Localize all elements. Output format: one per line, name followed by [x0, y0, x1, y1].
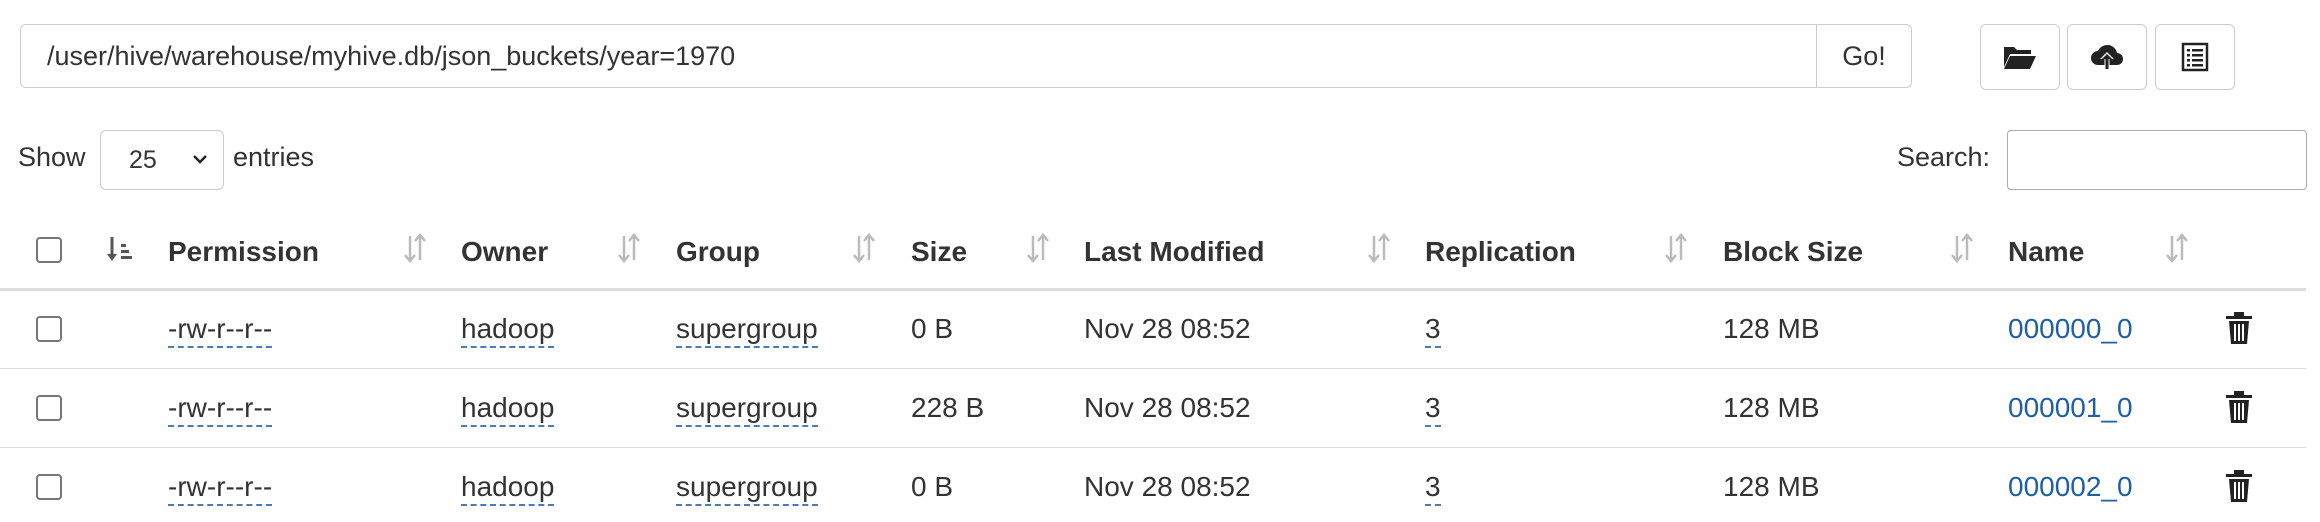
column-header-block-size[interactable]: Block Size: [1723, 236, 1863, 268]
entries-per-page-select[interactable]: 25: [100, 130, 224, 190]
header-divider: [0, 288, 2306, 291]
size-value: 228 B: [911, 392, 984, 424]
cut-paste-button[interactable]: [2155, 24, 2235, 90]
group-value[interactable]: supergroup: [676, 313, 818, 348]
last-modified-value: Nov 28 08:52: [1084, 313, 1251, 345]
trash-icon[interactable]: [2224, 469, 2254, 503]
size-value: 0 B: [911, 471, 953, 503]
block-size-value: 128 MB: [1723, 471, 1820, 503]
file-name-link[interactable]: 000001_0: [2008, 392, 2133, 424]
sort-both-icon[interactable]: [1366, 232, 1392, 264]
sort-both-icon[interactable]: [402, 232, 428, 264]
replication-value[interactable]: 3: [1425, 471, 1441, 506]
block-size-value: 128 MB: [1723, 392, 1820, 424]
sort-both-icon[interactable]: [2164, 232, 2190, 264]
owner-value[interactable]: hadoop: [461, 313, 554, 348]
block-size-value: 128 MB: [1723, 313, 1820, 345]
list-alt-icon: [2176, 38, 2214, 76]
owner-value[interactable]: hadoop: [461, 392, 554, 427]
group-value[interactable]: supergroup: [676, 392, 818, 427]
upload-button[interactable]: [2067, 24, 2147, 90]
column-header-replication[interactable]: Replication: [1425, 236, 1576, 268]
file-name-link[interactable]: 000000_0: [2008, 313, 2133, 345]
row-checkbox[interactable]: [36, 316, 62, 342]
column-header-group[interactable]: Group: [676, 236, 760, 268]
column-header-size[interactable]: Size: [911, 236, 967, 268]
row-checkbox[interactable]: [36, 395, 62, 421]
last-modified-value: Nov 28 08:52: [1084, 471, 1251, 503]
cloud-upload-icon: [2088, 38, 2126, 76]
create-directory-button[interactable]: [1980, 24, 2060, 90]
column-header-owner[interactable]: Owner: [461, 236, 548, 268]
sort-both-icon[interactable]: [851, 232, 877, 264]
go-button[interactable]: Go!: [1817, 25, 1911, 87]
sort-both-icon[interactable]: [1025, 232, 1051, 264]
permission-value[interactable]: -rw-r--r--: [168, 471, 272, 506]
row-divider: [0, 447, 2306, 448]
select-all-checkbox[interactable]: [36, 237, 62, 263]
show-label: Show: [18, 142, 86, 173]
directory-path-input[interactable]: [21, 25, 1817, 87]
sort-both-icon[interactable]: [1949, 232, 1975, 264]
owner-value[interactable]: hadoop: [461, 471, 554, 506]
folder-open-icon: [2001, 38, 2039, 76]
file-name-link[interactable]: 000002_0: [2008, 471, 2133, 503]
row-divider: [0, 368, 2306, 369]
permission-value[interactable]: -rw-r--r--: [168, 392, 272, 427]
search-label: Search:: [1897, 142, 1990, 173]
row-checkbox[interactable]: [36, 474, 62, 500]
chevron-down-icon: [191, 150, 209, 168]
entries-label: entries: [233, 142, 314, 173]
trash-icon[interactable]: [2224, 311, 2254, 345]
column-header-last-modified[interactable]: Last Modified: [1084, 236, 1264, 268]
replication-value[interactable]: 3: [1425, 313, 1441, 348]
sort-amount-icon[interactable]: [106, 234, 136, 266]
replication-value[interactable]: 3: [1425, 392, 1441, 427]
group-value[interactable]: supergroup: [676, 471, 818, 506]
sort-both-icon[interactable]: [616, 232, 642, 264]
entries-per-page-value: 25: [129, 146, 157, 175]
path-bar: Go!: [20, 24, 1912, 88]
column-header-permission[interactable]: Permission: [168, 236, 319, 268]
column-header-name[interactable]: Name: [2008, 236, 2084, 268]
search-input[interactable]: [2007, 130, 2307, 190]
sort-both-icon[interactable]: [1663, 232, 1689, 264]
trash-icon[interactable]: [2224, 390, 2254, 424]
permission-value[interactable]: -rw-r--r--: [168, 313, 272, 348]
size-value: 0 B: [911, 313, 953, 345]
last-modified-value: Nov 28 08:52: [1084, 392, 1251, 424]
